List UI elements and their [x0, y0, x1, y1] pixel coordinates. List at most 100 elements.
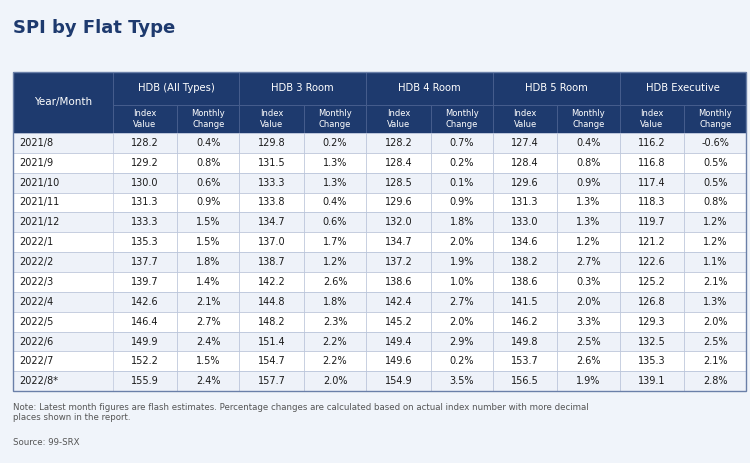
Bar	[620, 153, 684, 173]
Text: 2022/6: 2022/6	[19, 337, 53, 346]
Bar	[430, 312, 493, 332]
Text: 2021/10: 2021/10	[19, 178, 59, 188]
Text: 2021/12: 2021/12	[19, 217, 59, 227]
Text: 128.4: 128.4	[512, 158, 539, 168]
Bar	[239, 272, 304, 292]
Bar	[112, 232, 177, 252]
Text: 134.6: 134.6	[512, 237, 539, 247]
Bar	[304, 193, 366, 213]
Bar	[304, 252, 366, 272]
Text: 1.8%: 1.8%	[196, 257, 220, 267]
Text: 2.4%: 2.4%	[196, 376, 220, 386]
Bar	[684, 173, 746, 193]
Bar	[684, 332, 746, 351]
Text: 157.7: 157.7	[258, 376, 286, 386]
Text: 2.8%: 2.8%	[703, 376, 727, 386]
Text: 137.0: 137.0	[258, 237, 286, 247]
Bar	[493, 312, 557, 332]
Bar	[430, 351, 493, 371]
Text: 133.3: 133.3	[258, 178, 286, 188]
Text: 1.5%: 1.5%	[196, 237, 220, 247]
Bar	[239, 173, 304, 193]
Text: 132.5: 132.5	[638, 337, 666, 346]
Bar	[493, 371, 557, 391]
Text: 129.6: 129.6	[512, 178, 539, 188]
Bar	[112, 213, 177, 232]
Text: 0.5%: 0.5%	[703, 178, 727, 188]
Bar	[684, 193, 746, 213]
Bar	[366, 173, 430, 193]
Text: 0.7%: 0.7%	[449, 138, 474, 148]
Bar	[177, 332, 239, 351]
Text: 2.4%: 2.4%	[196, 337, 220, 346]
Bar	[366, 133, 430, 153]
Bar	[493, 153, 557, 173]
Text: 142.6: 142.6	[131, 297, 159, 307]
Text: 129.8: 129.8	[258, 138, 286, 148]
Bar	[557, 153, 620, 173]
Text: 2022/4: 2022/4	[19, 297, 53, 307]
Text: 0.2%: 0.2%	[449, 357, 474, 366]
Text: 125.2: 125.2	[638, 277, 666, 287]
Text: 1.2%: 1.2%	[576, 237, 601, 247]
Bar	[620, 312, 684, 332]
Bar	[684, 292, 746, 312]
Bar	[239, 72, 366, 105]
Text: 1.5%: 1.5%	[196, 217, 220, 227]
Text: 1.3%: 1.3%	[322, 178, 347, 188]
Bar	[239, 332, 304, 351]
Bar	[112, 72, 239, 105]
Bar	[557, 292, 620, 312]
Bar	[366, 272, 430, 292]
Text: 138.7: 138.7	[258, 257, 286, 267]
Text: 1.1%: 1.1%	[703, 257, 727, 267]
Bar	[239, 153, 304, 173]
Bar	[177, 173, 239, 193]
Bar	[684, 351, 746, 371]
Bar	[430, 105, 493, 133]
Text: 2.3%: 2.3%	[322, 317, 347, 327]
Bar	[177, 272, 239, 292]
Bar	[430, 193, 493, 213]
Bar	[13, 252, 746, 272]
Bar	[430, 252, 493, 272]
Bar	[112, 173, 177, 193]
Bar	[620, 213, 684, 232]
Bar	[366, 72, 493, 105]
Bar	[557, 252, 620, 272]
Bar	[493, 105, 557, 133]
Bar	[13, 72, 112, 133]
Bar	[493, 213, 557, 232]
Text: 2.9%: 2.9%	[449, 337, 474, 346]
Text: 116.2: 116.2	[638, 138, 666, 148]
Bar	[177, 105, 239, 133]
Bar	[557, 213, 620, 232]
Bar	[493, 232, 557, 252]
Text: 1.8%: 1.8%	[449, 217, 474, 227]
Text: Index
Value: Index Value	[640, 109, 664, 129]
Text: 127.4: 127.4	[512, 138, 539, 148]
Bar	[304, 213, 366, 232]
Bar	[13, 272, 746, 292]
Text: 0.9%: 0.9%	[196, 197, 220, 207]
Text: 2.0%: 2.0%	[703, 317, 727, 327]
Bar	[304, 332, 366, 351]
Bar	[620, 173, 684, 193]
Bar	[304, 133, 366, 153]
Bar	[493, 72, 620, 105]
Text: HDB 4 Room: HDB 4 Room	[398, 83, 460, 94]
Bar	[13, 213, 746, 232]
Bar	[112, 292, 177, 312]
Text: 2022/8*: 2022/8*	[19, 376, 58, 386]
Bar	[557, 332, 620, 351]
Text: 2.1%: 2.1%	[703, 277, 727, 287]
Bar	[620, 252, 684, 272]
Bar	[13, 153, 746, 173]
Text: 0.6%: 0.6%	[322, 217, 347, 227]
Text: Index
Value: Index Value	[514, 109, 537, 129]
Text: 2.1%: 2.1%	[196, 297, 220, 307]
Text: 131.5: 131.5	[258, 158, 286, 168]
Text: Index
Value: Index Value	[387, 109, 410, 129]
Text: 137.7: 137.7	[131, 257, 159, 267]
Bar	[684, 153, 746, 173]
